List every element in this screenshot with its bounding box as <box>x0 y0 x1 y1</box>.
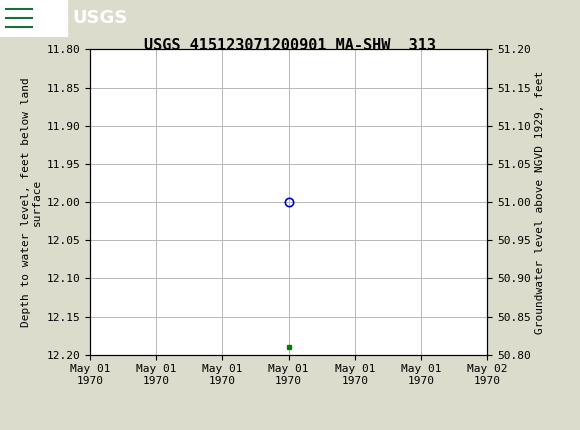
Y-axis label: Depth to water level, feet below land
surface: Depth to water level, feet below land su… <box>21 77 42 327</box>
Bar <box>0 0 67 37</box>
Text: USGS: USGS <box>72 9 128 27</box>
Y-axis label: Groundwater level above NGVD 1929, feet: Groundwater level above NGVD 1929, feet <box>535 71 545 334</box>
Text: USGS 415123071200901 MA-SHW  313: USGS 415123071200901 MA-SHW 313 <box>144 38 436 52</box>
